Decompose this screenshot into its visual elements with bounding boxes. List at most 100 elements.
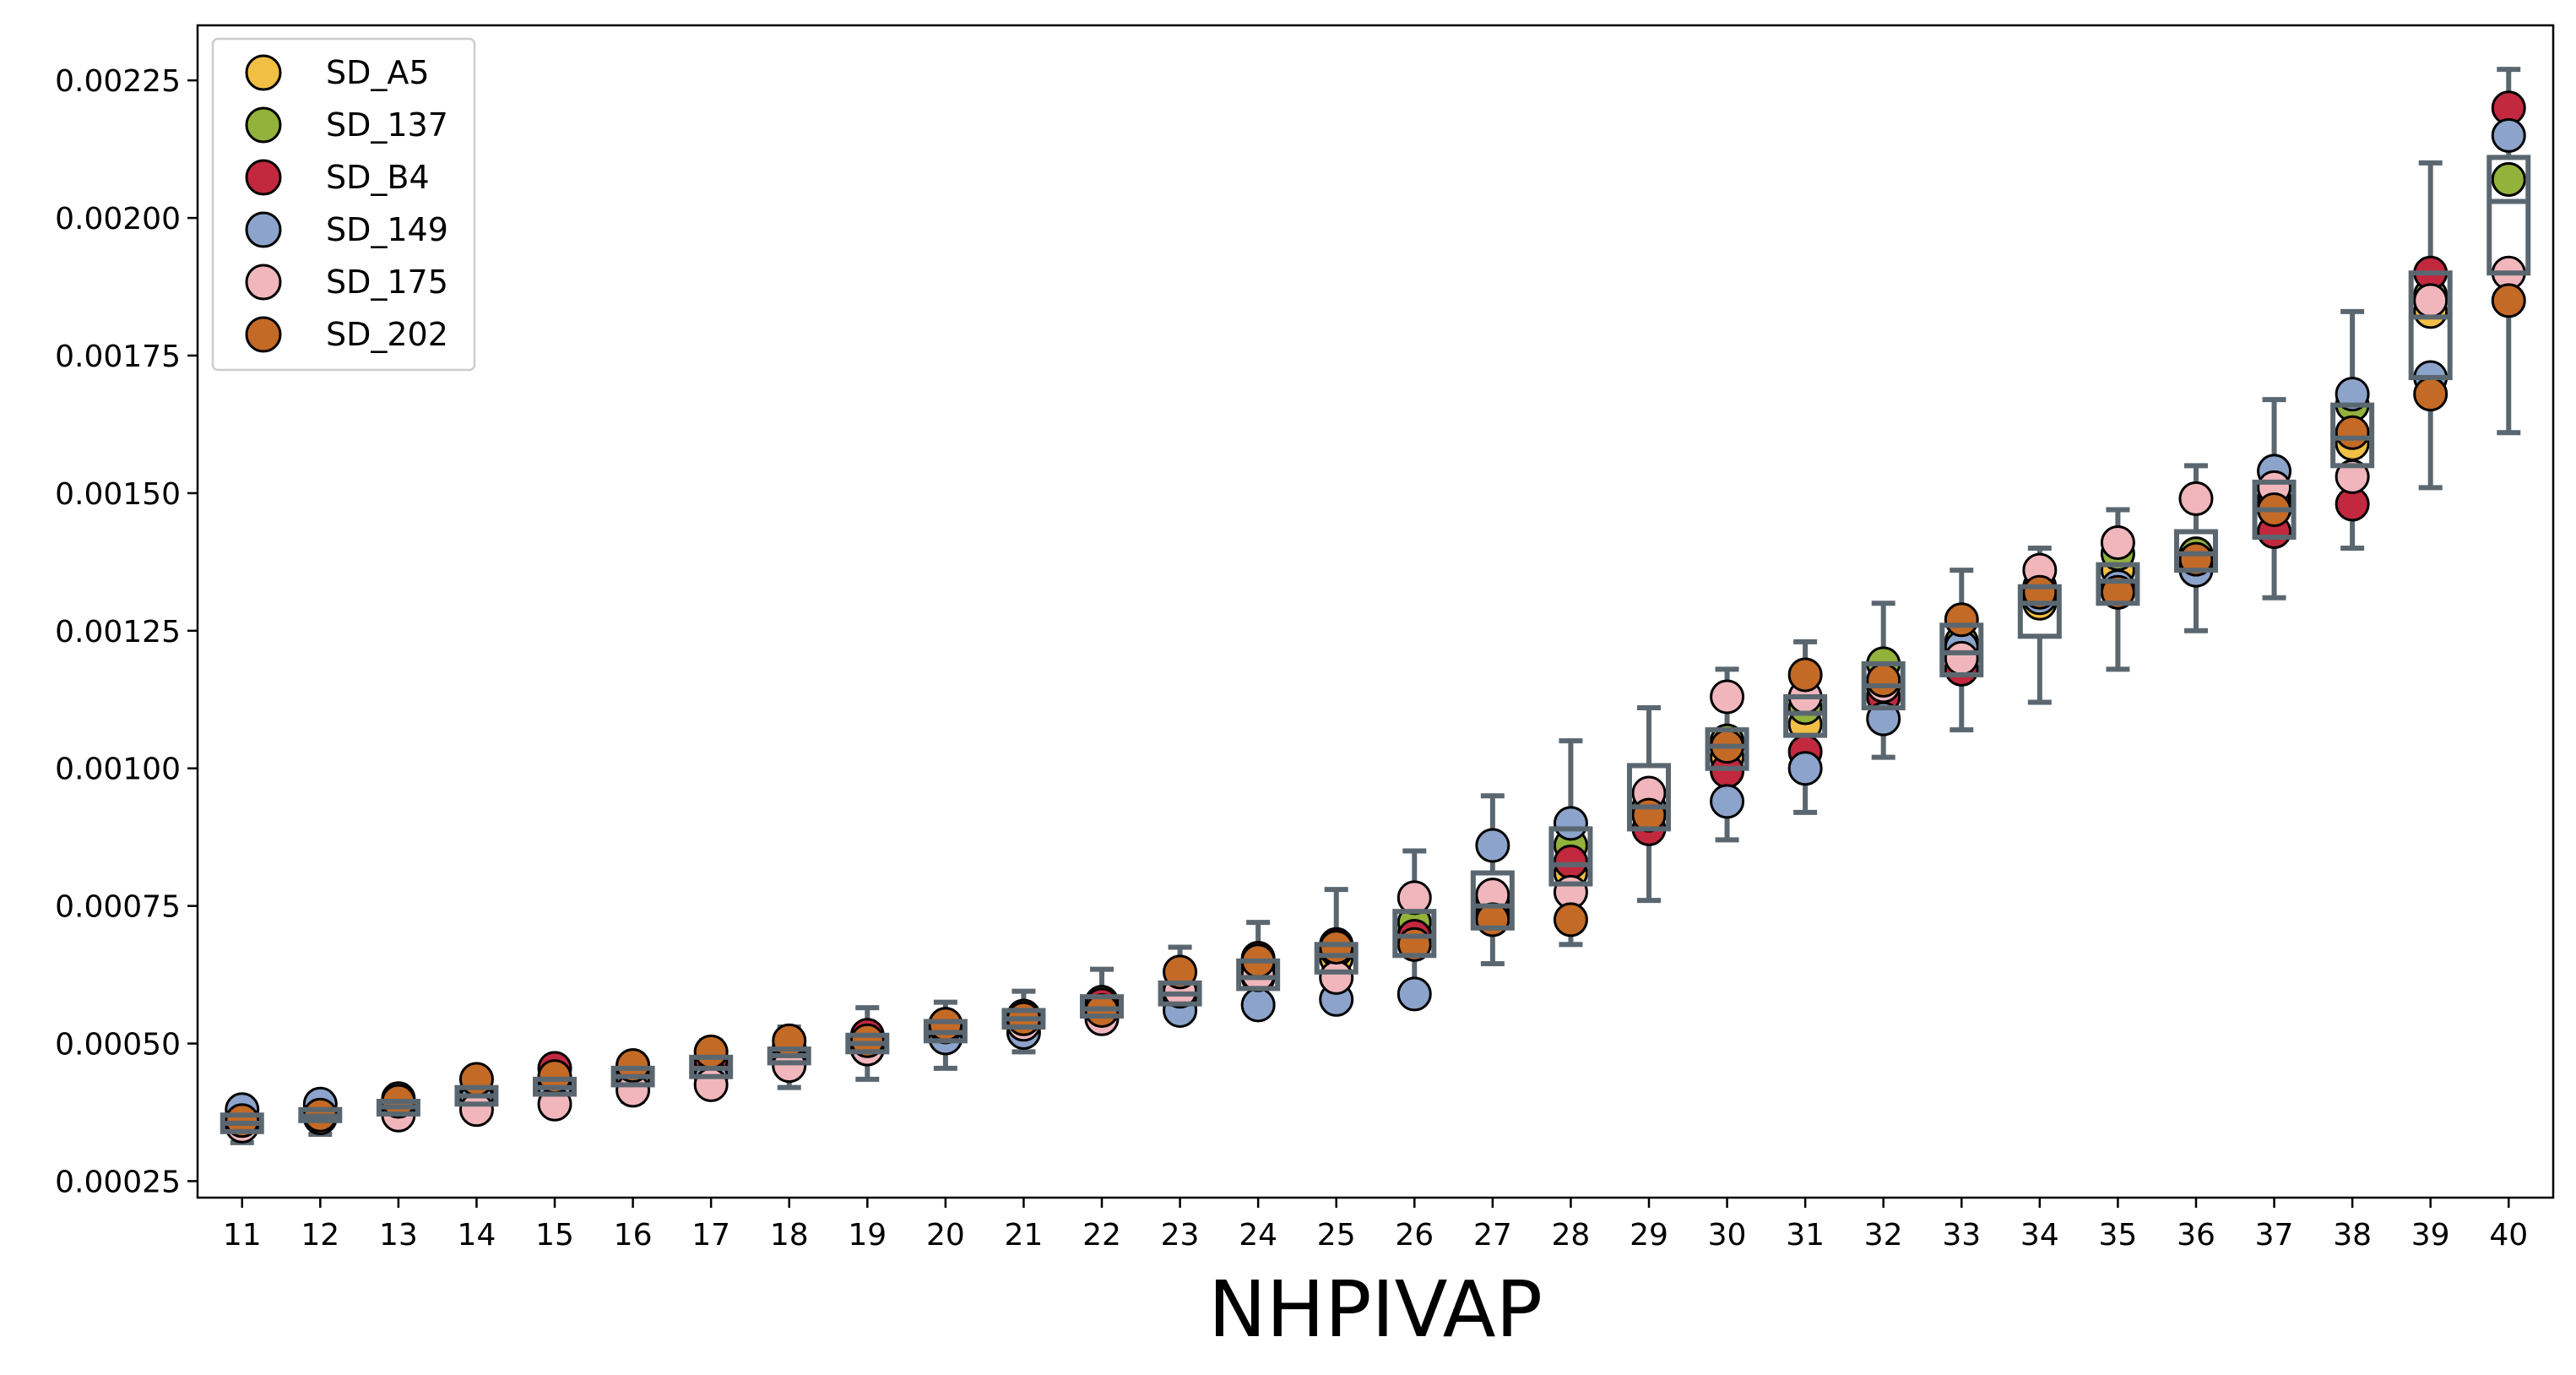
- x-tick-label: 40: [2489, 1218, 2528, 1253]
- point-SD_202-38: [2335, 415, 2370, 450]
- legend-entry-SD_B4: SD_B4: [245, 159, 430, 196]
- x-tick-label: 23: [1161, 1218, 1200, 1253]
- point-SD_149-26: [1396, 976, 1432, 1012]
- box-body-28: [1548, 826, 1593, 887]
- legend-entry-SD_137: SD_137: [245, 106, 448, 144]
- x-tick-label: 26: [1395, 1218, 1434, 1253]
- legend-label: SD_B4: [326, 159, 430, 196]
- box-body-21: [1001, 1008, 1046, 1030]
- point-SD_175-25: [1319, 959, 1354, 995]
- x-tick-label: 18: [770, 1218, 809, 1253]
- box-iqr: [2408, 270, 2453, 381]
- x-tick-label: 16: [614, 1218, 653, 1253]
- scatter-layer: [220, 90, 2531, 1144]
- box-body-15: [533, 1076, 578, 1097]
- x-tick-label: 35: [2099, 1218, 2138, 1253]
- x-tick-label: 24: [1239, 1218, 1277, 1253]
- x-axis-title: NHPIVAP: [1208, 1264, 1543, 1355]
- box-iqr: [1314, 942, 1359, 975]
- box-iqr: [1705, 727, 1749, 771]
- point-SD_149-24: [1240, 987, 1276, 1023]
- x-tick-label: 14: [458, 1218, 496, 1253]
- box-body-13: [376, 1098, 420, 1117]
- box-iqr: [1548, 826, 1593, 887]
- box-body-35: [2096, 562, 2140, 606]
- point-SD_202-18: [772, 1023, 807, 1058]
- x-tick-label: 38: [2333, 1218, 2372, 1253]
- x-tick-label: 34: [2020, 1218, 2059, 1253]
- x-tick-label: 33: [1942, 1218, 1981, 1253]
- box-body-20: [923, 1019, 968, 1044]
- y-tick-label: 0.00225: [55, 64, 181, 99]
- box-body-18: [767, 1046, 811, 1066]
- y-tick-label: 0.00125: [55, 615, 181, 649]
- box-body-36: [2173, 529, 2218, 573]
- point-SD_202-31: [1787, 657, 1823, 693]
- y-tick-label: 0.00175: [55, 340, 181, 374]
- box-body-23: [1158, 980, 1202, 1007]
- box-iqr: [1939, 622, 1984, 677]
- box-body-39: [2408, 270, 2453, 381]
- point-SD_202-17: [693, 1034, 729, 1069]
- legend-marker: [245, 159, 282, 196]
- box-iqr: [2017, 584, 2062, 639]
- point-SD_175-35: [2100, 525, 2135, 561]
- box-body-27: [1470, 870, 1515, 931]
- y-tick-label: 0.00150: [55, 477, 181, 512]
- point-SD_202-23: [1163, 954, 1198, 990]
- x-tick-label: 27: [1473, 1218, 1512, 1253]
- box-body-25: [1314, 942, 1359, 975]
- x-tick-label: 17: [691, 1218, 730, 1253]
- x-tick-label: 11: [223, 1218, 262, 1253]
- legend-label: SD_149: [326, 211, 448, 248]
- axes-frame: [196, 24, 2555, 1199]
- point-SD_149-28: [1553, 806, 1588, 841]
- point-SD_149-40: [2491, 117, 2526, 153]
- y-tick-label: 0.00100: [55, 753, 181, 787]
- series-SD_202: [225, 283, 2526, 1139]
- legend-marker: [245, 211, 282, 248]
- box-body-34: [2017, 584, 2062, 639]
- box-iqr: [2173, 529, 2218, 573]
- box-body-30: [1705, 727, 1749, 771]
- box-body-17: [689, 1054, 734, 1079]
- point-SD_202-16: [616, 1048, 651, 1084]
- box-iqr: [1392, 909, 1437, 959]
- legend-entry-SD_202: SD_202: [245, 316, 448, 353]
- box-body-40: [2487, 155, 2531, 276]
- box-body-19: [845, 1032, 890, 1055]
- box-iqr: [1470, 870, 1515, 931]
- y-tick-label: 0.00200: [55, 202, 181, 236]
- box-iqr: [2096, 562, 2140, 606]
- box-body-31: [1783, 694, 1828, 738]
- point-SD_202-25: [1319, 930, 1354, 965]
- legend-label: SD_137: [326, 106, 448, 144]
- point-SD_202-33: [1944, 602, 1979, 638]
- boxplot-layer: [230, 67, 2521, 1145]
- series-SD_A5: [225, 161, 2526, 1141]
- point-SD_175-17: [693, 1067, 729, 1102]
- y-tick-label: 0.00050: [55, 1028, 181, 1062]
- point-SD_202-39: [2413, 377, 2449, 412]
- legend-marker: [245, 106, 282, 144]
- point-SD_175-38: [2335, 459, 2370, 494]
- legend: SD_A5 SD_137 SD_B4 SD_149 SD_175 SD_202: [211, 37, 476, 372]
- point-SD_149-27: [1475, 828, 1510, 863]
- series-SD_B4: [225, 90, 2526, 1141]
- series-SD_149: [225, 117, 2526, 1128]
- box-body-38: [2330, 402, 2375, 469]
- box-iqr: [1236, 958, 1281, 992]
- point-SD_202-14: [458, 1062, 494, 1097]
- x-tick-label: 25: [1317, 1218, 1356, 1253]
- x-tick-label: 39: [2411, 1218, 2450, 1253]
- x-tick-label: 19: [848, 1218, 887, 1253]
- point-SD_202-40: [2491, 283, 2526, 318]
- box-body-11: [220, 1112, 264, 1134]
- box-body-22: [1080, 994, 1125, 1019]
- box-iqr: [1783, 694, 1828, 738]
- legend-entry-SD_149: SD_149: [245, 211, 448, 248]
- point-SD_175-33: [1944, 640, 1979, 676]
- x-tick-label: 36: [2177, 1218, 2215, 1253]
- series-SD_137: [225, 161, 2526, 1139]
